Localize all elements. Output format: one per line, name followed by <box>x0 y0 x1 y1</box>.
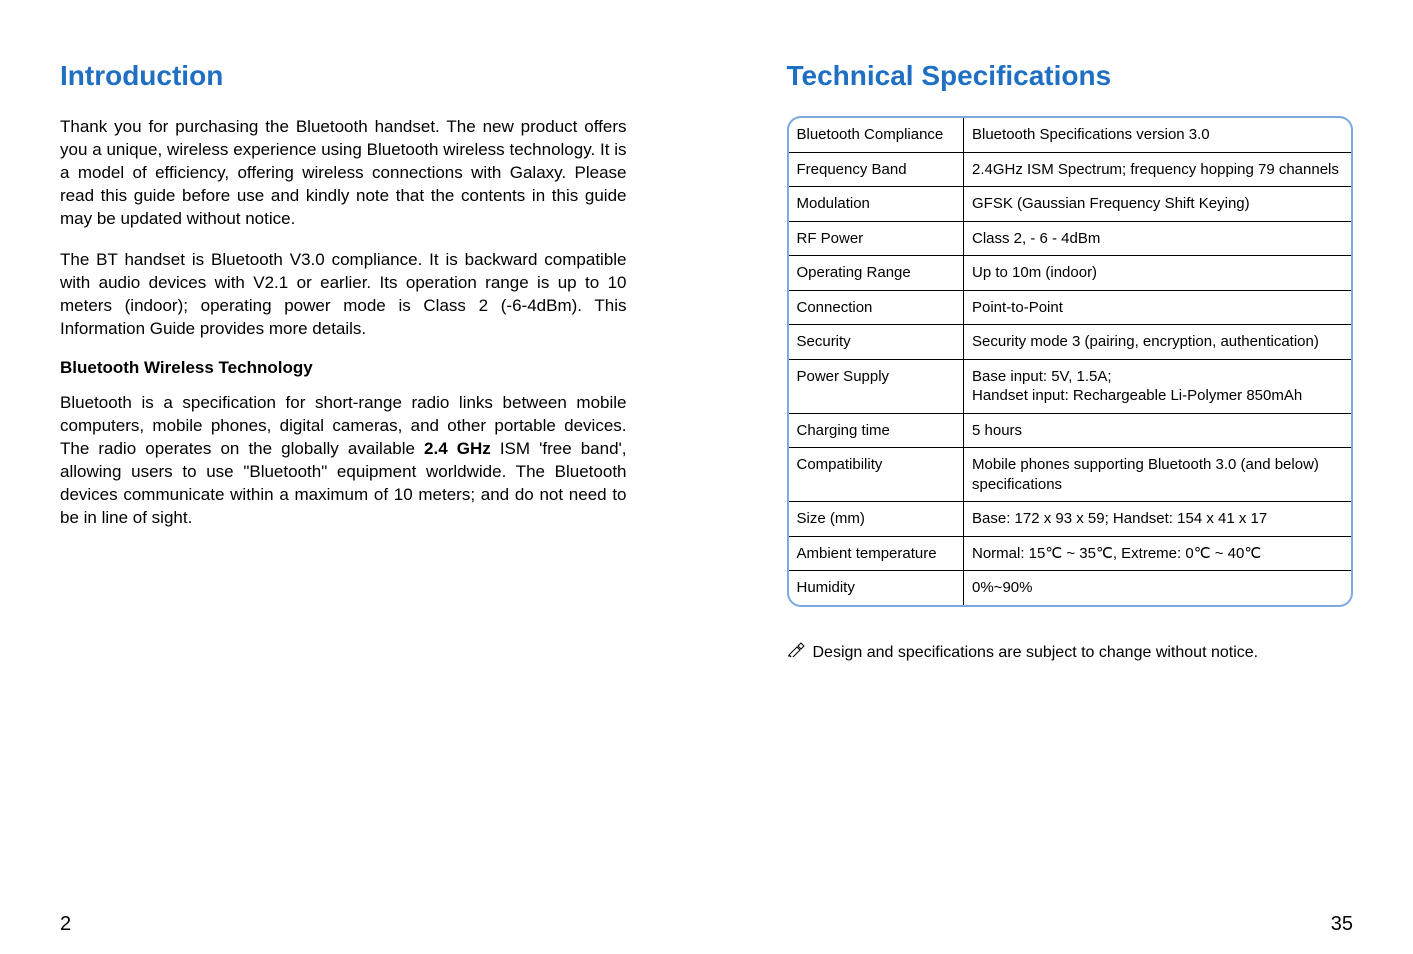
intro-para-2: The BT handset is Bluetooth V3.0 complia… <box>60 249 627 341</box>
specs-footnote-text: Design and specifications are subject to… <box>813 643 1259 660</box>
table-row: RF PowerClass 2, - 6 - 4dBm <box>789 221 1352 256</box>
intro-p1-pre: Thank you for purchasing the Bluetooth h… <box>60 117 627 182</box>
table-row: Frequency Band2.4GHz ISM Spectrum; frequ… <box>789 152 1352 187</box>
table-row: Ambient temperatureNormal: 15℃ ~ 35℃, Ex… <box>789 536 1352 571</box>
spec-label: Humidity <box>789 571 964 605</box>
spec-value: Bluetooth Specifications version 3.0 <box>964 118 1352 152</box>
table-row: Size (mm)Base: 172 x 93 x 59; Handset: 1… <box>789 502 1352 537</box>
table-row: ConnectionPoint-to-Point <box>789 290 1352 325</box>
hand-writing-icon <box>787 641 807 664</box>
spec-label: Security <box>789 325 964 360</box>
spec-value: 0%~90% <box>964 571 1352 605</box>
spec-label: Charging time <box>789 413 964 448</box>
specs-footnote: Design and specifications are subject to… <box>787 641 1354 664</box>
spec-label: Power Supply <box>789 359 964 413</box>
intro-para-1: Thank you for purchasing the Bluetooth h… <box>60 116 627 231</box>
table-row: Humidity0%~90% <box>789 571 1352 605</box>
spec-label: Operating Range <box>789 256 964 291</box>
table-row: Bluetooth ComplianceBluetooth Specificat… <box>789 118 1352 152</box>
intro-para-3: Bluetooth is a specification for short-r… <box>60 392 627 530</box>
spec-value: 2.4GHz ISM Spectrum; frequency hopping 7… <box>964 152 1352 187</box>
left-page: Introduction Thank you for purchasing th… <box>0 0 707 954</box>
spec-label: Size (mm) <box>789 502 964 537</box>
table-row: ModulationGFSK (Gaussian Frequency Shift… <box>789 187 1352 222</box>
spec-value: Mobile phones supporting Bluetooth 3.0 (… <box>964 448 1352 502</box>
spec-label: Connection <box>789 290 964 325</box>
intro-heading: Introduction <box>60 60 627 92</box>
table-row: Charging time5 hours <box>789 413 1352 448</box>
spec-label: RF Power <box>789 221 964 256</box>
spec-value: 5 hours <box>964 413 1352 448</box>
intro-subheading: Bluetooth Wireless Technology <box>60 358 627 378</box>
spec-value: GFSK (Gaussian Frequency Shift Keying) <box>964 187 1352 222</box>
table-row: CompatibilityMobile phones supporting Bl… <box>789 448 1352 502</box>
spec-label: Ambient temperature <box>789 536 964 571</box>
spec-label: Bluetooth Compliance <box>789 118 964 152</box>
table-row: Power SupplyBase input: 5V, 1.5A; Handse… <box>789 359 1352 413</box>
spec-value: Base input: 5V, 1.5A; Handset input: Rec… <box>964 359 1352 413</box>
specs-heading: Technical Specifications <box>787 60 1354 92</box>
spec-label: Modulation <box>789 187 964 222</box>
right-page-number: 35 <box>1331 913 1353 936</box>
spec-value: Security mode 3 (pairing, encryption, au… <box>964 325 1352 360</box>
spec-label: Compatibility <box>789 448 964 502</box>
spec-value: Class 2, - 6 - 4dBm <box>964 221 1352 256</box>
table-row: Operating RangeUp to 10m (indoor) <box>789 256 1352 291</box>
right-page: Technical Specifications Bluetooth Compl… <box>707 0 1413 954</box>
intro-p3-bold: 2.4 GHz <box>424 439 491 458</box>
spec-label: Frequency Band <box>789 152 964 187</box>
specs-table-wrap: Bluetooth ComplianceBluetooth Specificat… <box>787 116 1354 607</box>
spec-value: Point-to-Point <box>964 290 1352 325</box>
left-page-number: 2 <box>60 913 71 936</box>
spec-value: Normal: 15℃ ~ 35℃, Extreme: 0℃ ~ 40℃ <box>964 536 1352 571</box>
specs-table: Bluetooth ComplianceBluetooth Specificat… <box>789 118 1352 605</box>
spec-value: Base: 172 x 93 x 59; Handset: 154 x 41 x… <box>964 502 1352 537</box>
table-row: SecuritySecurity mode 3 (pairing, encryp… <box>789 325 1352 360</box>
spec-value: Up to 10m (indoor) <box>964 256 1352 291</box>
intro-p2-pre: The BT handset is <box>60 250 211 269</box>
